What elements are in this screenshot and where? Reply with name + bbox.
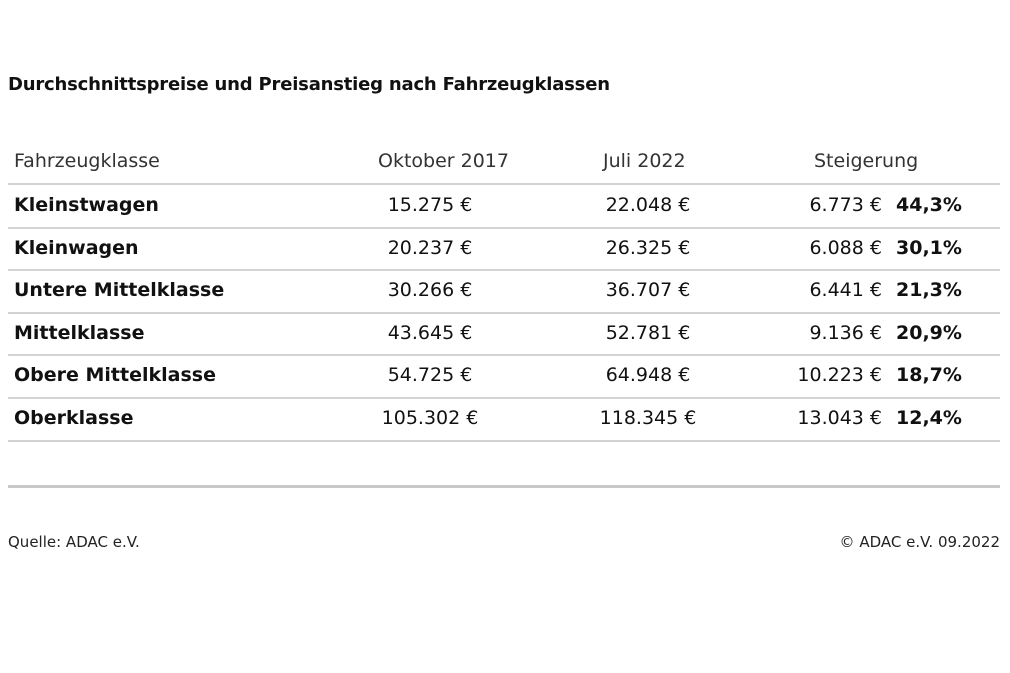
steigerung-prozent-cell: 30,1% [896, 236, 962, 259]
row-divider [8, 439, 1000, 442]
table-row: Mittelklasse 43.645 € 52.781 € 9.136 € 20,9% [0, 313, 1010, 355]
header-divider [8, 183, 1000, 185]
table-row: Kleinstwagen 15.275 € 22.048 € 6.773 € 44,3% [0, 185, 1010, 227]
copyright-note: © ADAC e.V. 09.2022 [839, 533, 1000, 551]
steigerung-prozent-cell: 20,9% [896, 321, 962, 344]
juli-2022-cell: 118.345 € [599, 407, 697, 429]
steigerung-betrag-cell: 9.136 € [809, 321, 882, 344]
column-header-juli-2022: Juli 2022 [603, 150, 686, 172]
steigerung-betrag-cell: 6.441 € [809, 279, 882, 302]
oktober-2017-cell: 15.275 € [387, 194, 473, 216]
table-bottom-divider [8, 485, 1000, 488]
steigerung-prozent-cell: 44,3% [896, 194, 962, 216]
row-divider [8, 269, 1000, 272]
table-row: Kleinwagen 20.237 € 26.325 € 6.088 € 30,1% [0, 228, 1010, 270]
steigerung-betrag-cell: 6.773 € [809, 194, 882, 216]
steigerung-prozent-cell: 12,4% [896, 407, 962, 429]
oktober-2017-cell: 54.725 € [387, 364, 473, 387]
column-header-oktober-2017: Oktober 2017 [378, 150, 509, 172]
chart-title: Durchschnittspreise und Preisanstieg nac… [8, 74, 610, 95]
row-divider [8, 397, 1000, 399]
fahrzeugklasse-cell: Oberklasse [14, 407, 134, 429]
table-row: Oberklasse 105.302 € 118.345 € 13.043 € 12,4… [0, 398, 1010, 440]
fahrzeugklasse-cell: Kleinstwagen [14, 194, 159, 216]
oktober-2017-cell: 43.645 € [387, 321, 473, 344]
column-header-fahrzeugklasse: Fahrzeugklasse [14, 150, 160, 172]
oktober-2017-cell: 30.266 € [387, 279, 473, 302]
steigerung-prozent-cell: 18,7% [896, 364, 962, 387]
juli-2022-cell: 22.048 € [605, 194, 691, 216]
steigerung-prozent-cell: 21,3% [896, 279, 962, 302]
source-note: Quelle: ADAC e.V. [8, 533, 140, 551]
juli-2022-cell: 36.707 € [605, 279, 691, 302]
column-header-steigerung: Steigerung [814, 150, 919, 172]
fahrzeugklasse-cell: Untere Mittelklasse [14, 279, 225, 302]
oktober-2017-cell: 105.302 € [381, 407, 479, 429]
juli-2022-cell: 52.781 € [605, 321, 691, 344]
steigerung-betrag-cell: 6.088 € [809, 236, 882, 259]
steigerung-betrag-cell: 13.043 € [797, 407, 882, 429]
juli-2022-cell: 64.948 € [605, 364, 691, 387]
row-divider [8, 311, 1000, 314]
fahrzeugklasse-cell: Mittelklasse [14, 321, 145, 344]
juli-2022-cell: 26.325 € [605, 236, 691, 259]
row-divider [8, 354, 1000, 357]
fahrzeugklasse-cell: Obere Mittelklasse [14, 364, 216, 387]
steigerung-betrag-cell: 10.223 € [797, 364, 882, 387]
fahrzeugklasse-cell: Kleinwagen [14, 236, 139, 259]
row-divider [8, 226, 1000, 229]
table-row: Obere Mittelklasse 54.725 € 64.948 € 10.223… [0, 355, 1010, 397]
table-row: Untere Mittelklasse 30.266 € 36.707 € 6.441… [0, 270, 1010, 312]
oktober-2017-cell: 20.237 € [387, 236, 473, 259]
